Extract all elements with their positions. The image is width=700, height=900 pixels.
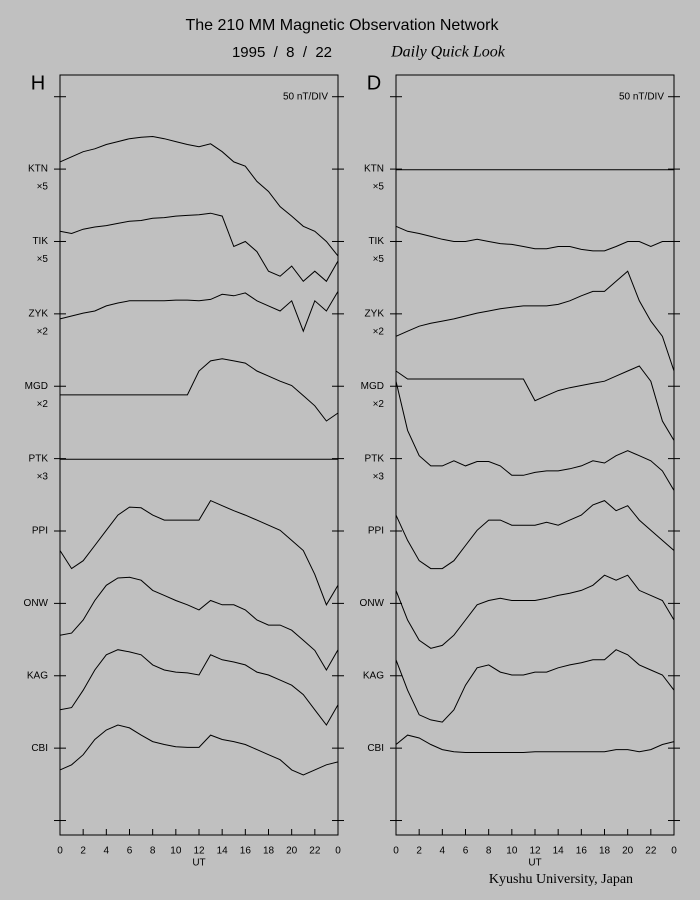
trace xyxy=(395,365,675,441)
annotation: 50 nT/DIV xyxy=(283,92,328,103)
trace xyxy=(59,212,339,283)
gain-label: ×3 xyxy=(37,471,49,482)
trace xyxy=(59,724,339,776)
gain-label: ×2 xyxy=(37,399,49,410)
subtitle: Daily Quick Look xyxy=(390,44,506,61)
station-label: TIK xyxy=(368,236,384,247)
x-tick-label: 10 xyxy=(170,846,182,857)
panel-label: H xyxy=(31,72,45,94)
gain-label: ×2 xyxy=(373,326,385,337)
x-tick-label: 16 xyxy=(576,846,588,857)
x-axis-label: UT xyxy=(192,858,205,869)
station-label: KAG xyxy=(27,670,48,681)
x-tick-label: 20 xyxy=(622,846,634,857)
station-label: CBI xyxy=(367,743,384,754)
x-tick-label: 14 xyxy=(217,846,229,857)
x-tick-label: 8 xyxy=(486,846,492,857)
station-label: PTK xyxy=(365,453,385,464)
trace xyxy=(395,270,675,372)
x-tick-label: 0 xyxy=(57,846,63,857)
station-label: ZYK xyxy=(29,308,49,319)
x-tick-label: 12 xyxy=(193,846,205,857)
trace xyxy=(59,499,339,606)
station-label: PPI xyxy=(32,526,48,537)
x-tick-label: 2 xyxy=(416,846,422,857)
x-tick-label: 12 xyxy=(529,846,541,857)
x-tick-label: 4 xyxy=(440,846,446,857)
x-axis-label: UT xyxy=(528,858,541,869)
trace xyxy=(60,358,339,422)
gain-label: ×5 xyxy=(373,254,385,265)
trace xyxy=(59,649,339,726)
x-tick-label: 2 xyxy=(80,846,86,857)
trace xyxy=(395,500,675,570)
gain-label: ×5 xyxy=(37,254,49,265)
trace xyxy=(59,576,339,671)
x-tick-label: 8 xyxy=(150,846,156,857)
x-tick-label: 4 xyxy=(104,846,110,857)
station-label: TIK xyxy=(32,236,48,247)
station-label: CBI xyxy=(31,743,48,754)
trace xyxy=(395,381,675,491)
x-tick-label: 0 xyxy=(393,846,399,857)
x-tick-label: 10 xyxy=(506,846,518,857)
x-tick-label: 16 xyxy=(240,846,252,857)
x-tick-label: 22 xyxy=(309,846,321,857)
credit: Kyushu University, Japan xyxy=(489,872,633,887)
x-tick-label: 14 xyxy=(553,846,565,857)
x-tick-label: 20 xyxy=(286,846,298,857)
trace xyxy=(395,734,675,753)
station-label: KTN xyxy=(28,164,48,175)
trace xyxy=(59,291,339,333)
station-label: MGD xyxy=(25,381,48,392)
annotation: 50 nT/DIV xyxy=(619,92,664,103)
trace xyxy=(59,135,339,257)
gain-label: ×5 xyxy=(373,182,385,193)
trace xyxy=(395,574,675,649)
x-tick-label: 18 xyxy=(263,846,275,857)
x-tick-label: 0 xyxy=(671,846,677,857)
gain-label: ×3 xyxy=(373,471,385,482)
gain-label: ×2 xyxy=(373,399,385,410)
station-label: KAG xyxy=(363,670,384,681)
x-tick-label: 6 xyxy=(463,846,469,857)
trace xyxy=(395,225,674,252)
station-label: ONW xyxy=(360,598,385,609)
station-label: PPI xyxy=(368,526,384,537)
station-label: MGD xyxy=(361,381,384,392)
x-tick-label: 0 xyxy=(335,846,341,857)
x-tick-label: 18 xyxy=(599,846,611,857)
gain-label: ×5 xyxy=(37,182,49,193)
x-tick-label: 22 xyxy=(645,846,657,857)
gain-label: ×2 xyxy=(37,326,49,337)
station-label: ZYK xyxy=(365,308,385,319)
trace xyxy=(395,649,675,723)
station-label: KTN xyxy=(364,164,384,175)
station-label: ONW xyxy=(24,598,49,609)
panel-label: D xyxy=(367,72,381,94)
page-title: The 210 MM Magnetic Observation Network xyxy=(185,17,499,34)
station-label: PTK xyxy=(29,453,49,464)
date: 1995 / 8 / 22 xyxy=(232,44,332,61)
x-tick-label: 6 xyxy=(127,846,133,857)
